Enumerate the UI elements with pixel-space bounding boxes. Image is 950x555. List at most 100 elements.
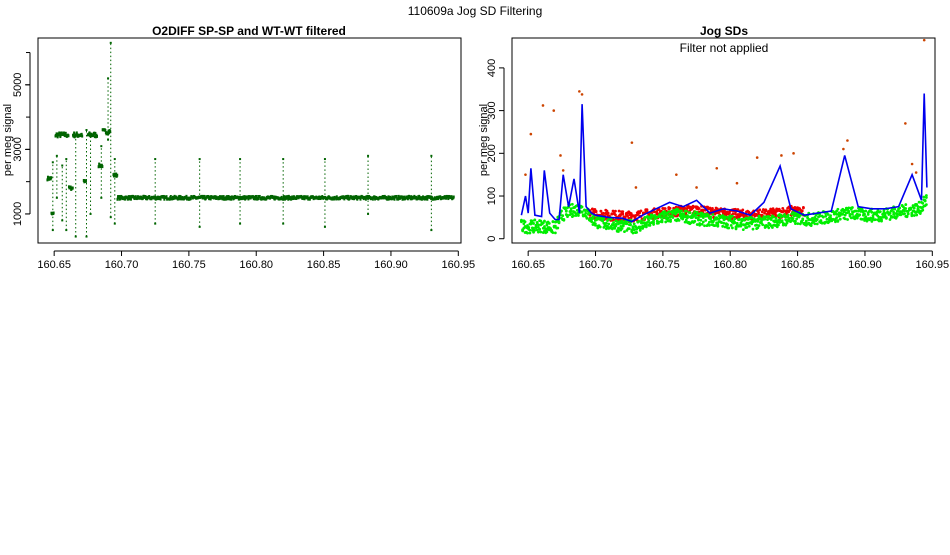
data-point <box>128 197 131 201</box>
data-point <box>335 197 338 201</box>
green-point <box>520 219 523 223</box>
green-point <box>669 218 672 222</box>
red-point <box>627 216 631 220</box>
left-chart-x-tick-label: 160.90 <box>374 259 408 271</box>
data-point <box>163 197 166 201</box>
green-point <box>897 210 900 213</box>
data-point <box>114 174 117 178</box>
green-point <box>815 218 819 221</box>
green-point <box>851 212 854 216</box>
green-point <box>545 223 549 227</box>
data-point <box>209 197 212 201</box>
data-point <box>189 197 192 201</box>
green-point <box>818 214 822 218</box>
green-point <box>870 210 874 214</box>
green-point <box>557 221 561 225</box>
green-point <box>598 225 602 229</box>
data-point <box>127 197 130 201</box>
green-point <box>535 221 539 225</box>
outlier-point <box>914 171 918 174</box>
green-point <box>775 220 779 224</box>
green-point <box>750 216 754 220</box>
green-point <box>891 215 894 219</box>
green-point <box>777 223 780 227</box>
data-point <box>185 194 188 198</box>
data-point <box>198 225 201 228</box>
data-point <box>218 197 221 201</box>
green-point <box>847 209 851 213</box>
right-chart-x-tick-label: 160.70 <box>579 259 613 271</box>
green-point <box>607 222 611 226</box>
green-point <box>730 214 734 218</box>
data-point <box>93 131 96 135</box>
green-point <box>612 221 615 224</box>
scatter-spike <box>109 41 112 219</box>
data-point <box>51 161 54 164</box>
data-point <box>306 195 309 199</box>
data-point <box>115 172 118 176</box>
green-point <box>733 217 737 221</box>
green-point <box>683 220 687 224</box>
data-point <box>55 154 58 157</box>
data-point <box>355 194 358 198</box>
data-point <box>169 195 172 199</box>
data-point <box>359 197 362 201</box>
green-point <box>915 213 919 217</box>
data-point <box>239 222 242 225</box>
right-chart-plot-frame <box>511 37 936 244</box>
green-point <box>625 222 629 226</box>
green-point <box>701 216 705 220</box>
data-point <box>413 194 416 198</box>
outlier-point <box>578 90 581 93</box>
green-point <box>547 221 551 225</box>
data-point <box>367 212 370 215</box>
data-point <box>430 154 433 157</box>
scatter-spike <box>51 161 54 232</box>
data-point <box>373 195 376 199</box>
green-point <box>924 196 928 199</box>
green-point <box>566 215 569 218</box>
data-point <box>255 194 258 198</box>
data-point <box>98 162 101 166</box>
data-point <box>201 194 204 198</box>
green-point <box>826 213 830 216</box>
green-point <box>864 215 868 219</box>
green-point <box>882 209 886 213</box>
data-point <box>409 197 412 201</box>
data-point <box>73 131 76 135</box>
green-point <box>551 231 555 235</box>
red-point <box>774 213 777 216</box>
green-point <box>538 227 542 231</box>
data-point <box>109 41 112 44</box>
data-point <box>272 195 275 199</box>
data-point <box>258 194 261 198</box>
data-point <box>243 195 246 199</box>
data-point <box>56 135 59 139</box>
green-point <box>604 221 608 225</box>
green-point <box>700 222 704 226</box>
data-point <box>400 195 403 199</box>
green-point <box>723 217 727 221</box>
green-point <box>575 208 579 212</box>
green-point <box>809 224 813 228</box>
green-point <box>593 223 597 227</box>
green-point <box>843 217 847 221</box>
scatter-segment <box>97 162 104 169</box>
green-point <box>530 219 534 223</box>
right-chart-x-tick-label: 160.65 <box>511 259 545 271</box>
green-point <box>893 207 897 211</box>
data-point <box>74 135 77 138</box>
data-point <box>224 197 227 201</box>
green-point <box>580 205 584 209</box>
red-point <box>606 211 610 215</box>
green-point <box>688 211 692 215</box>
data-point <box>80 132 83 136</box>
data-point <box>244 197 247 201</box>
left-chart-x-tick-label: 160.80 <box>239 259 273 271</box>
green-point <box>644 225 648 229</box>
data-point <box>352 195 355 199</box>
data-point <box>225 195 228 199</box>
green-point <box>643 216 647 219</box>
data-point <box>85 235 88 238</box>
green-point <box>784 218 788 221</box>
